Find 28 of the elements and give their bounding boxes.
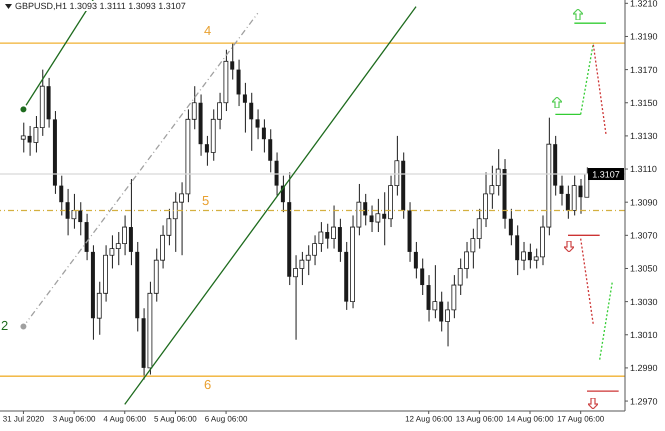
- y-tick-label: 1.3070: [630, 230, 658, 241]
- y-tick-label: 1.3210: [630, 0, 658, 9]
- y-tick-label: 1.3150: [630, 98, 658, 108]
- annotation: 4: [204, 23, 212, 38]
- y-tick-label: 1.3130: [630, 131, 658, 142]
- x-tick-label: 6 Aug 06:00: [204, 414, 248, 424]
- x-tick-label: 31 Jul 2020: [2, 414, 45, 424]
- x-tick-label: 4 Aug 06:00: [103, 414, 147, 424]
- y-tick-label: 1.3110: [630, 164, 657, 174]
- y-tick-label: 1.2990: [630, 363, 658, 374]
- chart-title: GBPUSD,H1 1.3093 1.3111 1.3093 1.3107: [15, 1, 186, 11]
- y-tick-label: 1.3010: [630, 330, 658, 340]
- y-tick-label: 1.3050: [630, 264, 658, 274]
- x-tick-label: 3 Aug 06:00: [52, 414, 96, 424]
- x-tick-label: 17 Aug 06:00: [557, 414, 605, 424]
- annotation: 5: [202, 193, 210, 208]
- annotation: 6: [204, 377, 212, 392]
- x-tick-label: 14 Aug 06:00: [506, 414, 554, 424]
- y-tick-label: 1.2970: [630, 396, 658, 406]
- y-tick-label: 1.3030: [630, 296, 658, 307]
- text: 2: [1, 318, 8, 333]
- x-tick-label: 5 Aug 06:00: [154, 414, 198, 424]
- ref-line-label: 1.3107: [592, 170, 620, 180]
- y-tick-label: 1.3170: [630, 64, 658, 75]
- y-tick-label: 1.3190: [630, 32, 658, 42]
- x-tick-label: 12 Aug 06:00: [405, 414, 453, 424]
- y-tick-label: 1.3090: [630, 197, 658, 208]
- x-tick-label: 13 Aug 06:00: [456, 414, 504, 424]
